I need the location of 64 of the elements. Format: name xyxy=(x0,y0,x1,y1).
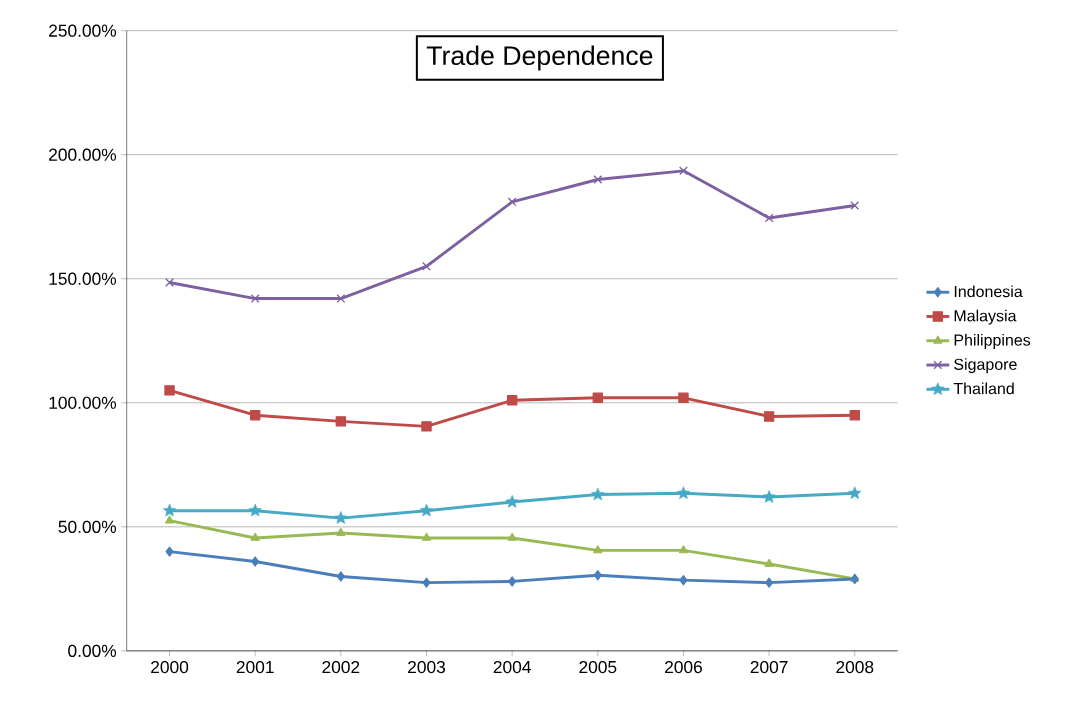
legend-label: Malaysia xyxy=(954,309,1017,325)
point xyxy=(250,294,260,304)
legend-label: Indonesia xyxy=(954,285,1023,298)
point xyxy=(507,197,517,207)
point xyxy=(679,166,688,176)
x-tick-label: 2005 xyxy=(579,660,617,674)
point xyxy=(764,213,774,223)
point xyxy=(422,261,431,271)
point xyxy=(162,503,177,517)
point xyxy=(850,201,860,211)
point xyxy=(593,570,602,581)
y-tick-label: 250.00% xyxy=(49,24,117,37)
point xyxy=(335,416,347,427)
y-tick-label: 200.00% xyxy=(49,148,117,161)
point xyxy=(679,575,688,586)
x-tick-label: 2002 xyxy=(322,660,360,674)
point xyxy=(506,395,518,406)
point xyxy=(764,558,774,567)
point xyxy=(765,577,774,588)
point xyxy=(678,392,689,404)
point xyxy=(508,576,517,587)
point xyxy=(334,511,348,524)
point xyxy=(593,175,603,185)
point xyxy=(591,487,605,501)
legend-label: Sigapore xyxy=(954,358,1017,374)
x-tick-label: 2004 xyxy=(493,660,531,674)
x-tick-label: 2008 xyxy=(836,660,874,674)
point xyxy=(249,410,261,421)
point xyxy=(336,527,346,536)
point xyxy=(593,545,603,554)
legend-label: Philippines xyxy=(954,334,1031,349)
point xyxy=(251,556,260,567)
y-tick-label: 100.00% xyxy=(49,396,117,409)
point xyxy=(165,278,174,287)
point xyxy=(507,532,517,541)
point xyxy=(592,392,604,404)
point xyxy=(848,486,862,500)
x-tick-label: 2001 xyxy=(236,660,274,674)
point xyxy=(248,503,262,517)
point xyxy=(336,294,346,304)
text: Trade Dependence xyxy=(426,45,653,71)
y-tick-label: 0.00% xyxy=(68,644,117,658)
x-tick-label: 2007 xyxy=(750,660,788,674)
point xyxy=(250,532,260,541)
point xyxy=(336,571,345,582)
point xyxy=(763,411,775,422)
x-tick-label: 2006 xyxy=(665,660,702,674)
point xyxy=(849,410,860,421)
x-tick-label: 2000 xyxy=(151,660,189,674)
point xyxy=(676,486,691,500)
point xyxy=(422,577,431,588)
point xyxy=(762,490,776,503)
point xyxy=(421,532,432,541)
point xyxy=(678,545,689,554)
point xyxy=(421,421,432,432)
y-tick-label: 50.00% xyxy=(58,520,117,534)
x-tick-label: 2003 xyxy=(408,660,446,674)
point xyxy=(164,515,175,524)
point xyxy=(419,503,434,517)
point xyxy=(165,546,174,557)
point xyxy=(164,385,175,396)
point xyxy=(505,495,519,508)
legend-label: Thailand xyxy=(953,382,1014,395)
y-tick-label: 150.00% xyxy=(49,272,117,285)
